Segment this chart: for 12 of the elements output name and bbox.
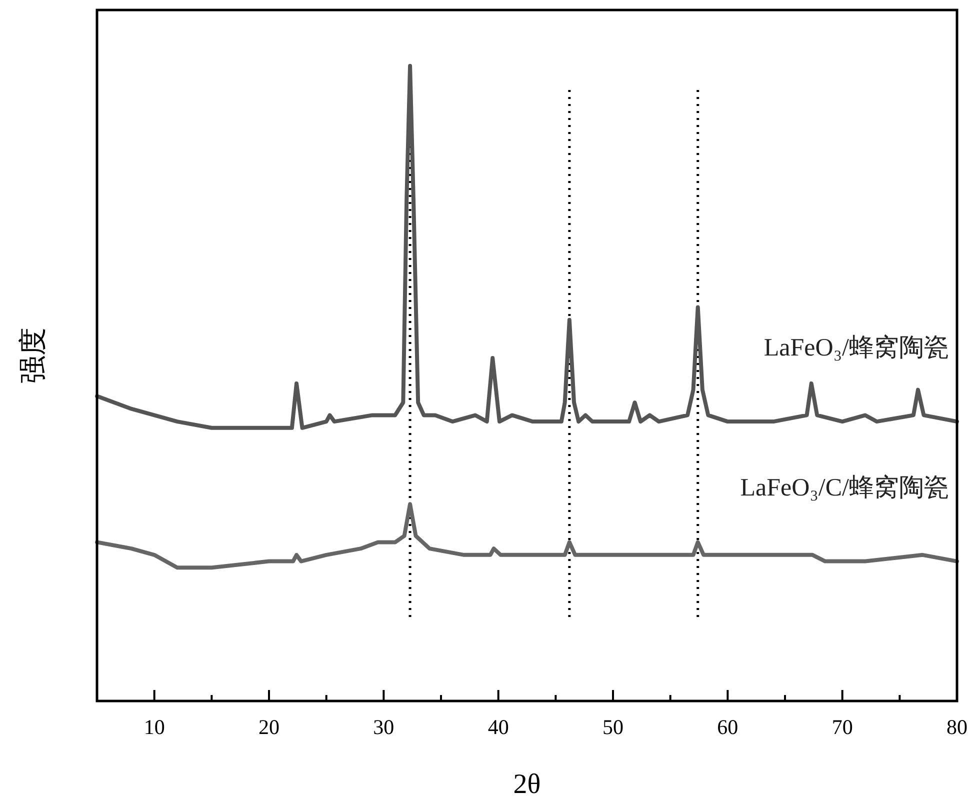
x-tick-label: 10 <box>144 715 165 739</box>
x-tick-label: 50 <box>602 715 624 739</box>
x-tick-label: 30 <box>373 715 394 739</box>
x-tick-label: 70 <box>832 715 853 739</box>
y-axis-title: 强度 <box>18 328 49 384</box>
x-tick-label: 40 <box>488 715 509 739</box>
x-tick-label: 80 <box>946 715 968 739</box>
x-axis-title: 2θ <box>513 769 541 800</box>
x-tick-label: 60 <box>717 715 738 739</box>
series-label: LaFeO₃/蜂窝陶瓷 <box>764 334 949 362</box>
x-tick-label: 20 <box>258 715 280 739</box>
text: LaFeO₃/C/蜂窝陶瓷 <box>740 473 949 502</box>
